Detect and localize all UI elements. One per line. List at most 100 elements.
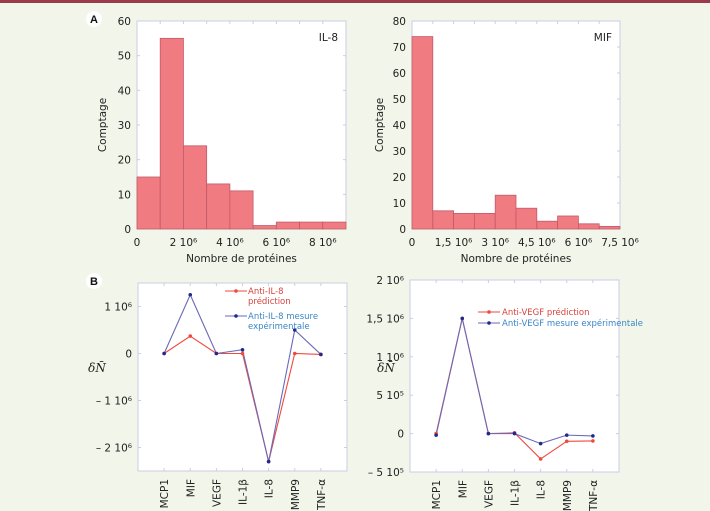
measured-point xyxy=(292,328,297,332)
y-tick-label: – 1 10⁶ xyxy=(96,396,132,408)
x-axis-title: Nombre de protéines xyxy=(186,253,297,265)
line-chart-anti-vegf: – 5 10⁵ 0 5 10⁵ 1 10⁶ 1,5 10⁶ 2 10⁶ MCP1 MIF VEG… xyxy=(366,275,643,511)
x-axis-title: Nombre de protéines xyxy=(461,253,572,265)
histogram-bar xyxy=(275,221,300,230)
y-tick-label: – 2 10⁶ xyxy=(96,443,132,455)
x-category-label: IL-1β xyxy=(238,479,250,505)
x-category-label: VEGF xyxy=(483,480,495,508)
measured-point xyxy=(319,352,323,357)
histogram-bar xyxy=(206,183,231,230)
measured-point xyxy=(512,431,517,436)
y-tick-label: 50 xyxy=(118,51,131,63)
measured-point xyxy=(266,459,271,464)
legend-label: expérimentale xyxy=(248,321,310,332)
y-tick-label: 80 xyxy=(393,16,406,28)
legend-marker xyxy=(487,310,491,314)
top-rule xyxy=(0,0,710,3)
measured-point xyxy=(538,441,543,446)
x-category-label: MMP9 xyxy=(562,480,574,511)
y-tick-label: 1 10⁶ xyxy=(376,352,404,364)
histogram-bar xyxy=(229,190,254,230)
histogram-bar xyxy=(136,176,161,230)
histogram-bar xyxy=(252,225,277,230)
legend-marker xyxy=(234,289,238,293)
x-tick-label: 8 10⁶ xyxy=(309,237,337,249)
x-tick-label: 4 10⁶ xyxy=(216,237,244,249)
legend-label: prédiction xyxy=(248,296,291,307)
histogram-bar xyxy=(515,207,538,230)
x-category-label: MIF xyxy=(457,480,469,498)
x-tick-label: 6 10⁶ xyxy=(565,237,593,249)
legend-label: Anti-IL-8 xyxy=(248,287,284,297)
y-tick-label: 2 10⁶ xyxy=(376,275,404,287)
x-tick-label: 0 xyxy=(134,237,141,249)
x-tick-label: 6 10⁶ xyxy=(263,237,291,249)
histogram-bar xyxy=(183,145,208,230)
histogram-bar xyxy=(473,212,496,230)
plot-area xyxy=(137,282,348,472)
y-tick-label: 10 xyxy=(393,198,406,210)
histogram-bar xyxy=(159,37,184,230)
y-tick-label: 30 xyxy=(118,120,131,132)
histogram-bar xyxy=(411,36,434,230)
x-category-label: IL-8 xyxy=(536,480,548,499)
histogram-bar xyxy=(557,215,579,230)
y-axis-title: δN̄ xyxy=(88,360,106,375)
x-tick-label: 7,5 10⁶ xyxy=(601,237,639,249)
histogram-il8: 0 10 20 30 40 50 60 0 2 10⁶ 4 10⁶ 6 10⁶ 8 10⁶ Nombre… xyxy=(97,16,347,265)
legend-marker xyxy=(234,314,238,318)
histogram-mif: 0 10 20 30 40 50 60 70 80 0 1,5 10⁶ 3 10⁶ 4,5 10⁶ 6 1… xyxy=(374,16,639,265)
y-tick-label: 40 xyxy=(118,85,131,97)
y-tick-label: 5 10⁵ xyxy=(376,390,404,402)
panel-tag-a: A xyxy=(86,11,102,27)
x-category-label: MMP9 xyxy=(290,479,302,510)
y-axis-title: Comptage xyxy=(97,98,109,152)
y-tick-label: 0 xyxy=(125,349,132,361)
y-tick-label: 1 10⁶ xyxy=(104,302,132,314)
y-tick-label: 20 xyxy=(393,172,406,184)
y-tick-label: 0 xyxy=(124,224,131,236)
y-tick-label: 60 xyxy=(118,16,131,28)
histogram-bar xyxy=(453,212,475,230)
x-tick-label: 3 10⁶ xyxy=(481,237,509,249)
measured-point xyxy=(486,431,491,436)
x-category-label: VEGF xyxy=(211,479,223,507)
x-category-label: MCP1 xyxy=(431,480,443,509)
panel-tag-b-label: B xyxy=(90,276,98,288)
x-category-label: TNF-α xyxy=(588,480,600,511)
prediction-point xyxy=(292,351,297,356)
y-tick-label: 20 xyxy=(118,155,131,167)
measured-point xyxy=(434,433,438,437)
measured-point xyxy=(564,433,569,437)
plot-area xyxy=(409,279,620,473)
histogram-bar xyxy=(299,221,324,230)
y-tick-label: 10 xyxy=(118,189,131,201)
x-category-label: MIF xyxy=(185,479,197,497)
prediction-point xyxy=(591,439,595,443)
histogram-bar xyxy=(536,220,558,230)
x-tick-label: 4,5 10⁶ xyxy=(518,237,556,249)
legend-label: Anti-VEGF mesure expérimentale xyxy=(502,318,643,329)
measured-point xyxy=(460,316,465,321)
x-category-label: IL-8 xyxy=(264,479,276,498)
histogram-bar xyxy=(432,210,454,230)
y-tick-label: 60 xyxy=(393,68,406,80)
legend-marker xyxy=(487,321,491,325)
y-axis-title: Comptage xyxy=(374,98,386,152)
histogram-bar xyxy=(578,223,600,230)
prediction-point xyxy=(188,334,193,338)
inset-label: MIF xyxy=(594,32,612,44)
y-tick-label: 1,5 10⁶ xyxy=(366,313,404,325)
y-tick-label: 50 xyxy=(393,94,406,106)
prediction-point xyxy=(564,439,569,444)
x-category-label: IL-1β xyxy=(510,480,522,506)
measured-point xyxy=(214,351,219,356)
measured-point xyxy=(162,351,166,356)
x-category-label: MCP1 xyxy=(159,479,171,508)
y-tick-label: 0 xyxy=(399,224,406,236)
histogram-bar xyxy=(494,194,517,230)
prediction-point xyxy=(240,351,245,356)
y-tick-label: 40 xyxy=(393,120,406,132)
